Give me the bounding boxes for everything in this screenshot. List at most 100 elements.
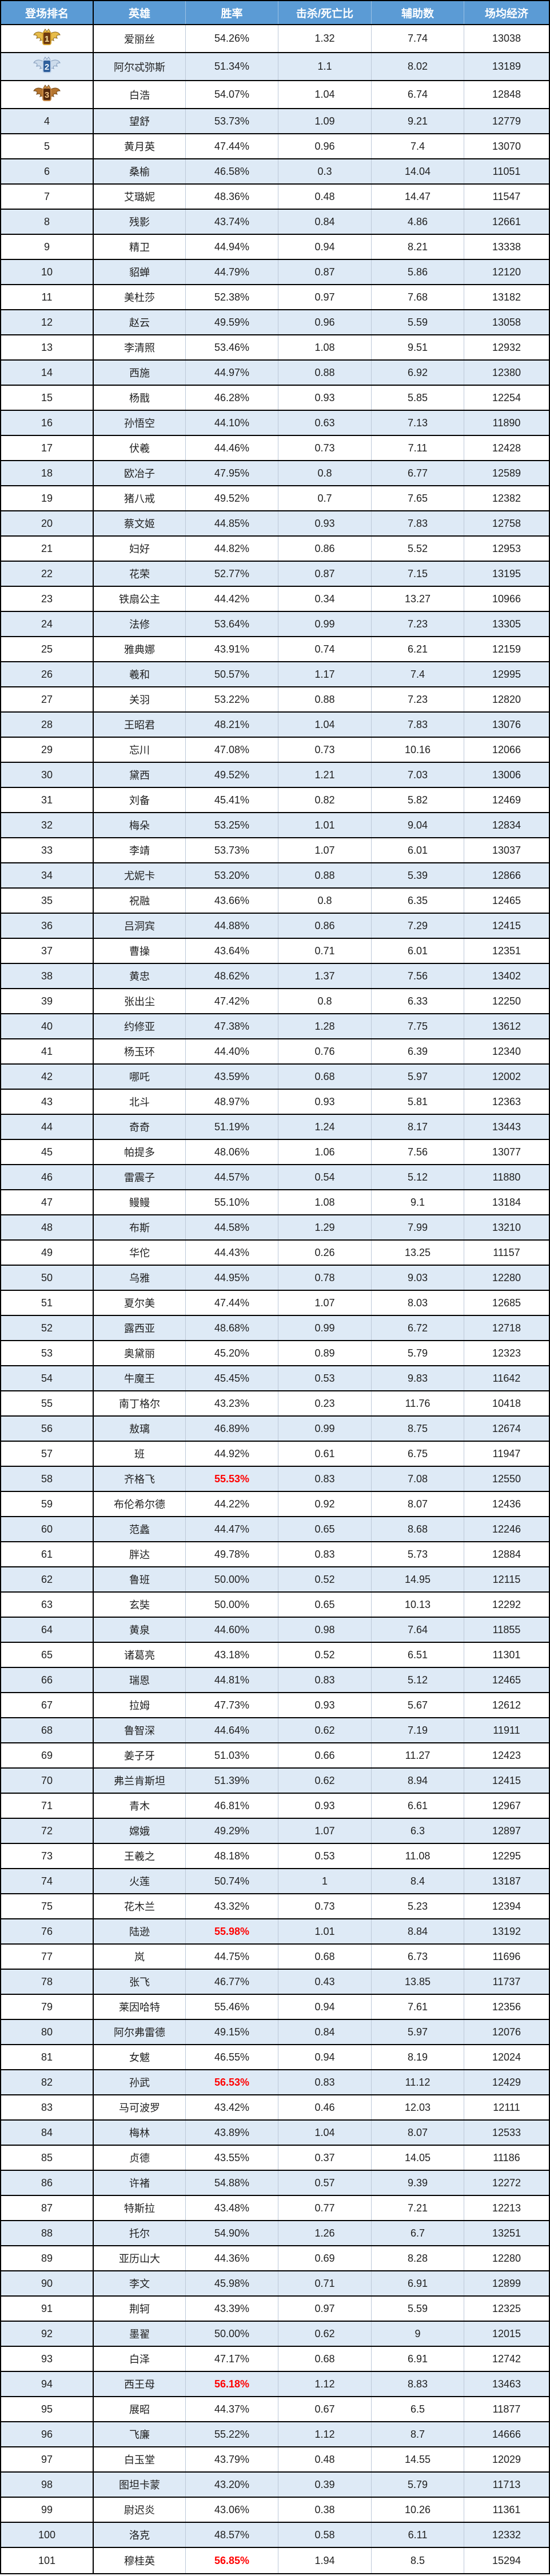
col-header-hero: 英雄 [94, 1, 186, 24]
gold-medal-icon: 1 [33, 28, 61, 45]
win-rate: 55.46% [186, 1995, 278, 2019]
hero-name: 阿尔弗雷德 [94, 2020, 186, 2044]
kd-ratio: 0.38 [278, 2498, 372, 2522]
table-row: 62 鲁班 50.00% 0.52 14.95 12115 [1, 1567, 549, 1593]
win-rate: 44.58% [186, 1215, 278, 1239]
kd-ratio: 0.92 [278, 1492, 372, 1516]
hero-name: 艾璐妮 [94, 185, 186, 209]
hero-name: 北斗 [94, 1090, 186, 1114]
hero-name: 蔡文姬 [94, 511, 186, 535]
win-rate: 49.52% [186, 486, 278, 510]
win-rate: 44.85% [186, 511, 278, 535]
avg-economy: 13189 [492, 61, 521, 72]
table-row: 2 阿尔忒弥斯 51.34% 1.1 8.02 13189 [1, 53, 549, 81]
kd-ratio: 0.98 [278, 1618, 372, 1642]
rank-cell: 14 [1, 361, 94, 385]
win-rate: 50.57% [186, 662, 278, 686]
assists: 7.08 [372, 1467, 464, 1491]
avg-economy: 12899 [492, 2277, 521, 2289]
table-row: 12 赵云 49.59% 0.96 5.59 13058 [1, 310, 549, 335]
win-rate: 44.47% [186, 1517, 278, 1541]
rank-cell: 87 [1, 2196, 94, 2220]
assists: 8.02 [372, 53, 464, 80]
avg-economy: 12029 [492, 2453, 521, 2465]
table-row: 87 特斯拉 43.48% 0.77 7.21 12213 [1, 2196, 549, 2221]
avg-economy: 10418 [492, 1397, 521, 1409]
kd-ratio: 0.43 [278, 1970, 372, 1994]
assists: 7.29 [372, 914, 464, 938]
kd-ratio: 1.94 [278, 2548, 372, 2573]
win-rate: 56.85% [186, 2548, 278, 2573]
kd-ratio: 1.08 [278, 335, 372, 359]
rank-cell: 26 [1, 662, 94, 686]
kd-ratio: 0.78 [278, 1266, 372, 1290]
hero-name: 诸葛亮 [94, 1643, 186, 1667]
rank-cell: 64 [1, 1618, 94, 1642]
table-row: 56 敖璃 46.89% 0.99 8.75 12674 [1, 1417, 549, 1442]
hero-name: 华佗 [94, 1241, 186, 1265]
assists: 10.26 [372, 2498, 464, 2522]
avg-economy: 12995 [492, 668, 521, 680]
avg-economy: 12953 [492, 542, 521, 554]
rank-cell: 33 [1, 838, 94, 862]
hero-name: 桑榆 [94, 159, 186, 183]
hero-name: 青木 [94, 1794, 186, 1818]
rank-cell: 100 [1, 2523, 94, 2547]
col-header-kd-ratio: 击杀/死亡比 [278, 1, 372, 24]
rank-cell: 5 [1, 134, 94, 158]
table-row: 67 拉姆 47.73% 0.93 5.67 12612 [1, 1693, 549, 1718]
assists: 7.23 [372, 612, 464, 636]
avg-economy: 12076 [492, 2026, 521, 2038]
assists: 7.61 [372, 1995, 464, 2019]
kd-ratio: 1.01 [278, 1919, 372, 1943]
rank-cell: 8 [1, 210, 94, 234]
table-row: 37 曹操 43.64% 0.71 6.01 12351 [1, 939, 549, 964]
assists: 7.68 [372, 285, 464, 309]
table-row: 19 猪八戒 49.52% 0.7 7.65 12382 [1, 486, 549, 511]
table-row: 44 奇奇 51.19% 1.24 8.17 13443 [1, 1115, 549, 1140]
win-rate: 54.26% [186, 25, 278, 52]
rank-cell: 48 [1, 1215, 94, 1239]
rank-cell: 78 [1, 1970, 94, 1994]
win-rate: 44.60% [186, 1618, 278, 1642]
hero-name: 雷震子 [94, 1165, 186, 1189]
rank-cell: 79 [1, 1995, 94, 2019]
kd-ratio: 1.24 [278, 1115, 372, 1139]
rank-cell: 41 [1, 1039, 94, 1063]
avg-economy: 13187 [492, 1875, 521, 1887]
hero-name: 奥黛丽 [94, 1341, 186, 1365]
table-row: 64 黄泉 44.60% 0.98 7.64 11855 [1, 1618, 549, 1643]
avg-economy: 12932 [492, 341, 521, 353]
table-row: 84 梅林 43.89% 1.04 8.07 12533 [1, 2121, 549, 2146]
table-row: 74 火莲 50.74% 1 8.4 13187 [1, 1869, 549, 1894]
rank-cell: 22 [1, 562, 94, 586]
assists: 5.12 [372, 1165, 464, 1189]
hero-name: 墨翟 [94, 2322, 186, 2346]
avg-economy: 12115 [492, 1573, 521, 1585]
assists: 5.82 [372, 788, 464, 812]
assists: 6.61 [372, 1794, 464, 1818]
table-row: 80 阿尔弗雷德 49.15% 0.84 5.97 12076 [1, 2020, 549, 2045]
kd-ratio: 0.99 [278, 1417, 372, 1441]
kd-ratio: 0.94 [278, 2045, 372, 2069]
rank-cell: 52 [1, 1316, 94, 1340]
hero-name: 铁扇公主 [94, 587, 186, 611]
assists: 8.84 [372, 1919, 464, 1943]
hero-name: 杨玉环 [94, 1039, 186, 1063]
silver-medal-icon: 2 [33, 56, 61, 73]
kd-ratio: 0.83 [278, 1668, 372, 1692]
assists: 14.04 [372, 159, 464, 183]
table-row: 38 黄忠 48.62% 1.37 7.56 13402 [1, 964, 549, 989]
assists: 7.64 [372, 1618, 464, 1642]
table-row: 101 穆桂英 56.85% 1.94 8.5 15294 [1, 2548, 549, 2573]
svg-text:1: 1 [45, 34, 49, 44]
avg-economy: 15294 [492, 2554, 521, 2566]
table-row: 79 莱因哈特 55.46% 0.94 7.61 12356 [1, 1995, 549, 2020]
hero-name: 李文 [94, 2271, 186, 2295]
win-rate: 46.77% [186, 1970, 278, 1994]
table-row: 68 鲁智深 44.64% 0.62 7.19 11911 [1, 1718, 549, 1743]
win-rate: 44.22% [186, 1492, 278, 1516]
table-row: 66 瑞恩 44.81% 0.83 5.12 12465 [1, 1668, 549, 1693]
assists: 6.21 [372, 637, 464, 661]
assists: 8.28 [372, 2246, 464, 2270]
